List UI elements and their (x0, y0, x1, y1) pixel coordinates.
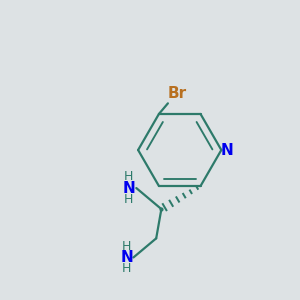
Text: H: H (124, 193, 134, 206)
Text: N: N (121, 250, 133, 265)
Text: Br: Br (167, 86, 186, 101)
Text: H: H (122, 240, 132, 253)
Text: N: N (220, 142, 233, 158)
Text: H: H (124, 170, 134, 183)
Text: N: N (122, 181, 135, 196)
Text: H: H (122, 262, 132, 275)
